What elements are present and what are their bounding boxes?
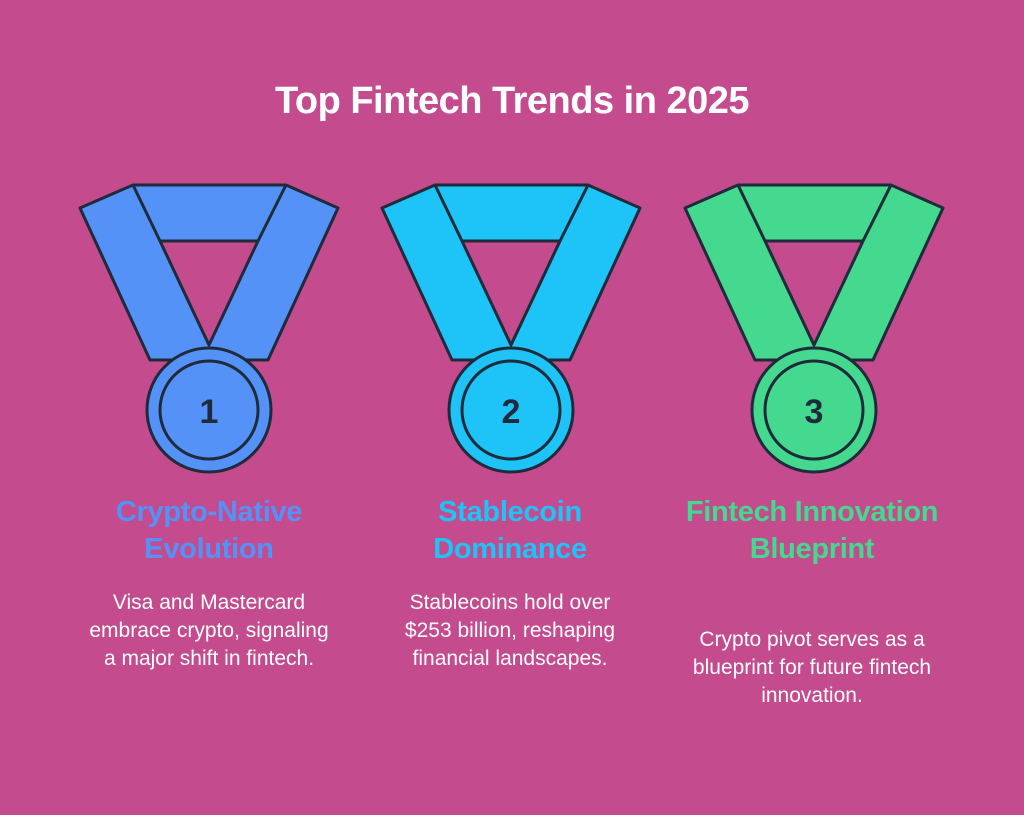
ribbon-cutout-1 bbox=[158, 239, 260, 347]
medal-3: 3 bbox=[683, 183, 945, 474]
page-title: Top Fintech Trends in 2025 bbox=[274, 80, 750, 122]
medal-number-1: 1 bbox=[200, 393, 219, 431]
ribbon-cutout-3 bbox=[763, 239, 865, 347]
medal-1: 1 bbox=[78, 183, 340, 474]
medal-number-2: 2 bbox=[502, 393, 521, 431]
medal-inner-ring-1 bbox=[158, 359, 260, 461]
trend-heading-1: Crypto-Native Evolution bbox=[115, 496, 303, 565]
medal-number-3: 3 bbox=[805, 393, 824, 431]
trend-heading-2: Stablecoin Dominance bbox=[433, 496, 587, 565]
medal-inner-ring-3 bbox=[763, 359, 865, 461]
trend-description-3: Crypto pivot serves as a blueprint for f… bbox=[692, 628, 932, 707]
trend-description-1: Visa and Mastercard embrace crypto, sign… bbox=[89, 591, 329, 670]
trend-heading-3: Fintech Innovation Blueprint bbox=[685, 496, 939, 565]
medal-2: 2 bbox=[380, 183, 642, 474]
trend-description-2: Stablecoins hold over $253 billion, resh… bbox=[404, 591, 616, 670]
medal-inner-ring-2 bbox=[460, 359, 562, 461]
ribbon-cutout-2 bbox=[460, 239, 562, 347]
